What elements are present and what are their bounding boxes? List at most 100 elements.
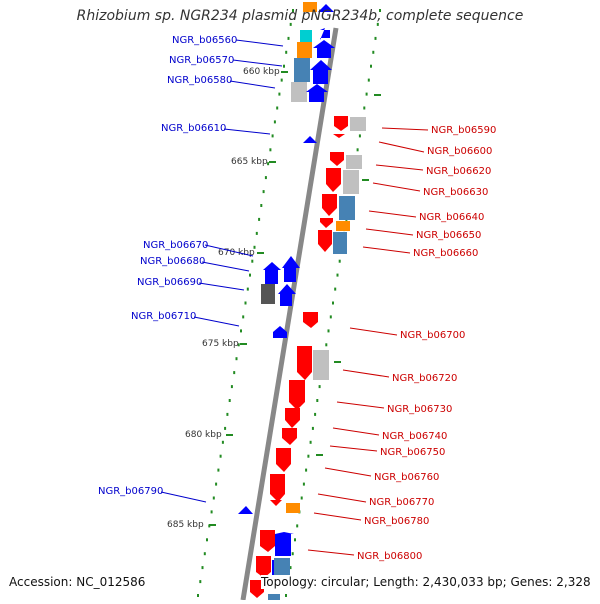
scale-685: 685 kbp	[167, 520, 216, 530]
gene-arrow-forward	[310, 60, 332, 84]
scale-dot	[311, 426, 314, 430]
gene-label-NGR_b06600[interactable]: NGR_b06600	[427, 146, 492, 157]
scale-dot	[215, 482, 218, 486]
scale-dot	[255, 231, 258, 235]
scale-dot	[203, 552, 206, 556]
scale-dot	[280, 78, 283, 82]
leader-line	[198, 282, 245, 291]
scale-dot	[285, 50, 288, 54]
gene-label-NGR_b06670[interactable]: NGR_b06670	[143, 240, 208, 251]
scale-dot	[314, 412, 317, 416]
gene-label-NGR_b06730[interactable]: NGR_b06730	[387, 404, 452, 415]
topology-summary-text: Topology: circular; Length: 2,430,033 bp…	[261, 575, 591, 589]
scale-dot	[212, 496, 215, 500]
leader-line	[201, 261, 250, 272]
scale-dot	[325, 343, 328, 347]
scale-dot	[336, 273, 339, 277]
cog-box-dark	[261, 284, 275, 304]
leader-line	[381, 127, 429, 131]
gene-label-NGR_b06560[interactable]: NGR_b06560	[172, 35, 237, 46]
leader-line	[362, 246, 411, 254]
right-scale-ticks	[316, 94, 381, 456]
gene-arrow-reverse	[285, 408, 300, 428]
scale-dot	[273, 120, 276, 124]
gene-label-NGR_b06680[interactable]: NGR_b06680	[140, 256, 205, 267]
leader-line	[336, 401, 385, 409]
gene-label-NGR_b06750[interactable]: NGR_b06750	[380, 447, 445, 458]
gene-label-NGR_b06650[interactable]: NGR_b06650	[416, 230, 481, 241]
gene-arrow-reverse	[303, 312, 318, 328]
map-title: Rhizobium sp. NGR234 plasmid pNGR234b, c…	[76, 8, 524, 24]
cog-box-cyan	[300, 30, 312, 42]
scale-label: 665 kbp	[231, 157, 268, 167]
scale-dot	[376, 22, 379, 26]
gene-label-NGR_b06580[interactable]: NGR_b06580	[167, 75, 232, 86]
scale-665: 665 kbp	[231, 157, 276, 167]
scale-dot	[365, 92, 368, 96]
scale-dot	[289, 566, 292, 570]
leader-line	[375, 164, 424, 171]
scale-dot	[264, 176, 267, 180]
scale-dot	[363, 106, 366, 110]
gene-arrow-forward	[282, 256, 300, 282]
scale-dot	[292, 9, 294, 12]
scale-dot	[372, 50, 375, 54]
gene-label-NGR_b06800[interactable]: NGR_b06800	[357, 551, 422, 562]
scale-dot	[291, 552, 294, 556]
scale-label: 660 kbp	[243, 67, 280, 77]
scale-dot	[318, 385, 321, 389]
gene-label-NGR_b06780[interactable]: NGR_b06780	[364, 516, 429, 527]
cog-box-steel	[268, 594, 280, 600]
scale-dot	[260, 204, 263, 207]
gene-label-NGR_b06740[interactable]: NGR_b06740	[382, 431, 447, 442]
gene-label-NGR_b06640[interactable]: NGR_b06640	[419, 212, 484, 223]
gene-arrow-forward	[263, 262, 281, 284]
scale-dot	[206, 538, 208, 542]
scale-dot	[305, 468, 308, 472]
scale-dot	[249, 273, 251, 277]
scale-dot	[338, 259, 341, 263]
gene-arrow-reverse	[333, 134, 345, 138]
gene-label-NGR_b06710[interactable]: NGR_b06710	[131, 311, 196, 322]
gene-label-NGR_b06660[interactable]: NGR_b06660	[413, 248, 478, 259]
leader-line	[342, 369, 390, 378]
scale-dot	[276, 106, 279, 110]
gene-label-NGR_b06700[interactable]: NGR_b06700	[400, 330, 465, 341]
gene-label-NGR_b06790[interactable]: NGR_b06790	[98, 486, 163, 497]
scale-dot	[307, 454, 310, 458]
gene-arrow-reverse	[270, 500, 282, 506]
scale-dot	[233, 371, 236, 375]
scale-label: 670 kbp	[218, 248, 255, 258]
cog-box-orange	[303, 2, 317, 12]
scale-dot	[289, 22, 292, 26]
leader-line	[365, 228, 414, 236]
scale-label: 685 kbp	[167, 520, 204, 530]
gene-arrow-reverse	[326, 168, 341, 192]
scale-dot	[300, 496, 303, 500]
gene-label-NGR_b06590[interactable]: NGR_b06590	[431, 125, 496, 136]
gene-arrow-forward	[238, 506, 253, 514]
gene-label-NGR_b06570[interactable]: NGR_b06570	[169, 55, 234, 66]
leader-line	[324, 467, 372, 477]
scale-dot	[287, 36, 290, 40]
gene-label-NGR_b06610[interactable]: NGR_b06610	[161, 123, 226, 134]
gene-label-NGR_b06630[interactable]: NGR_b06630	[423, 187, 488, 198]
gene-arrow-forward	[303, 136, 317, 143]
gene-arrow-reverse	[289, 380, 305, 410]
gene-label-NGR_b06720[interactable]: NGR_b06720	[392, 373, 457, 384]
gene-label-NGR_b06620[interactable]: NGR_b06620	[426, 166, 491, 177]
scale-dot	[269, 148, 272, 152]
gene-arrow-forward	[278, 284, 296, 306]
gene-arrow-forward	[273, 326, 287, 338]
gene-label-NGR_b06770[interactable]: NGR_b06770	[369, 497, 434, 508]
forward-gene-labels: NGR_b06560 NGR_b06570 NGR_b06580 NGR_b06…	[98, 35, 284, 503]
cog-box-orange	[286, 503, 300, 513]
scale-dot	[219, 454, 222, 458]
gene-label-NGR_b06760[interactable]: NGR_b06760	[374, 472, 439, 483]
scale-dot	[358, 134, 361, 138]
gene-label-NGR_b06690[interactable]: NGR_b06690	[137, 277, 202, 288]
leader-line	[378, 141, 425, 153]
scale-label: 680 kbp	[185, 430, 222, 440]
scale-dot	[230, 385, 233, 389]
